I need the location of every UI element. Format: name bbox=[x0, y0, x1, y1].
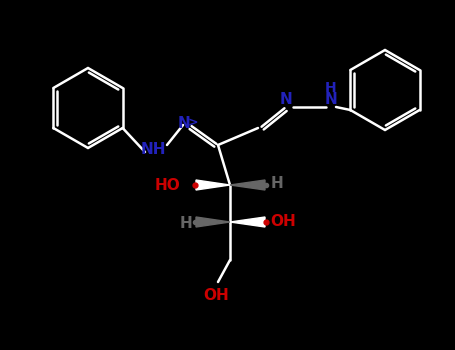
Text: OH: OH bbox=[203, 287, 229, 302]
Text: H: H bbox=[271, 176, 284, 191]
Text: >: > bbox=[188, 117, 198, 130]
Text: NH: NH bbox=[140, 142, 166, 158]
Text: OH: OH bbox=[270, 215, 296, 230]
Text: N: N bbox=[177, 117, 190, 132]
Text: N: N bbox=[280, 91, 293, 106]
Polygon shape bbox=[196, 180, 230, 190]
Polygon shape bbox=[230, 180, 265, 190]
Text: H: H bbox=[179, 217, 192, 231]
Text: N: N bbox=[324, 91, 337, 106]
Polygon shape bbox=[230, 217, 265, 227]
Polygon shape bbox=[196, 217, 230, 227]
Text: HO: HO bbox=[154, 177, 180, 192]
Text: H: H bbox=[325, 81, 337, 95]
